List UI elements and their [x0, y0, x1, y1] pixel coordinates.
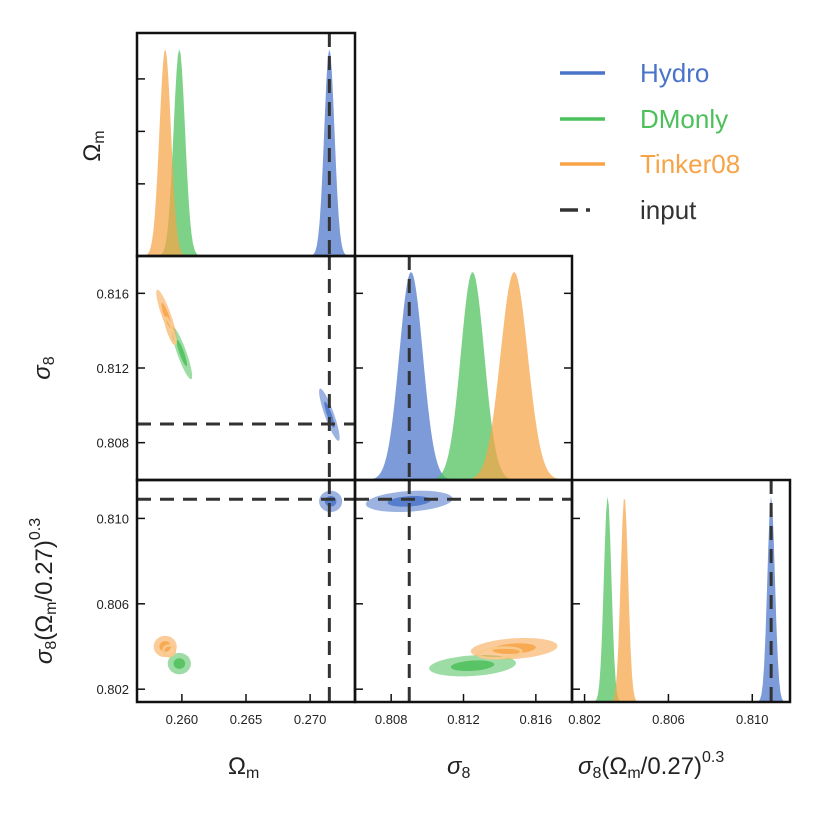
marginal-s8om-hydro — [572, 496, 790, 702]
svg-text:σ8(Ωm/0.27)0.3: σ8(Ωm/0.27)0.3 — [27, 518, 60, 664]
ylabel-om: Ωm — [79, 130, 108, 161]
xtick-label-om-1: 0.265 — [230, 712, 263, 727]
legend-entry-hydro: Hydro — [560, 58, 709, 88]
contour-om_s8om-dmonly-1sigma — [173, 658, 186, 669]
ytick-label-s8-2: 0.816 — [96, 286, 129, 301]
xlabel-om: Ωm — [228, 753, 259, 782]
ytick-label-s8om-0: 0.802 — [96, 682, 129, 697]
ytick-label-s8-1: 0.812 — [96, 361, 129, 376]
contour-om_s8-tinker08-outline — [163, 316, 177, 346]
ticks: 0.260 0.265 0.270 0.808 0.812 0.816 0.802 0.806… — [96, 78, 769, 727]
marginal-s8om-dmonly — [572, 496, 790, 702]
marginal-om-hydro — [137, 49, 355, 256]
ylabel-s8: σ8 — [29, 356, 58, 379]
contour-om_s8-hydro-1sigma — [324, 401, 335, 428]
svg-text:σ8: σ8 — [447, 753, 470, 782]
contour-om_s8om-tinker08-outline — [162, 644, 177, 658]
xtick-label-s8om-0: 0.802 — [568, 712, 601, 727]
ytick-label-s8om-1: 0.806 — [96, 597, 129, 612]
marginal-s8om — [572, 480, 790, 702]
xtick-label-om-2: 0.270 — [294, 712, 327, 727]
xtick-label-s8-1: 0.812 — [447, 712, 480, 727]
svg-text:Ωm: Ωm — [79, 130, 108, 161]
marginal-om-dmonly — [137, 49, 355, 256]
marginal-s8-tinker08 — [355, 272, 572, 480]
legend-label-tinker08: Tinker08 — [640, 149, 740, 179]
contour-om_s8-dmonly-1sigma — [176, 340, 188, 367]
marginal-s8-dmonly — [355, 272, 572, 480]
legend-label-dmonly: DMonly — [640, 104, 728, 134]
panels — [137, 33, 790, 702]
svg-text:σ8: σ8 — [29, 356, 58, 379]
legend-label-input: input — [640, 195, 697, 225]
marginal-s8om-tinker08 — [572, 498, 790, 702]
svg-text:Ωm: Ωm — [228, 753, 259, 782]
xtick-label-om-0: 0.260 — [166, 712, 199, 727]
legend-entry-tinker08: Tinker08 — [560, 149, 740, 179]
legend-entry-input: input — [560, 195, 697, 225]
ytick-label-s8-0: 0.808 — [96, 436, 129, 451]
xlabel-s8om: σ8(Ωm/0.27)0.3 — [578, 749, 724, 782]
legend-entry-dmonly: DMonly — [560, 104, 728, 134]
xtick-label-s8-2: 0.816 — [520, 712, 553, 727]
xtick-label-s8om-1: 0.806 — [652, 712, 685, 727]
xtick-label-s8-0: 0.808 — [375, 712, 408, 727]
xtick-label-s8om-2: 0.810 — [736, 712, 769, 727]
contour-s8_s8om-dmonly-1sigma — [450, 660, 495, 672]
legend-label-hydro: Hydro — [640, 58, 709, 88]
ytick-label-s8om-2: 0.810 — [96, 511, 129, 526]
contours-om_s8 — [137, 256, 355, 480]
ylabel-s8om: σ8(Ωm/0.27)0.3 — [27, 518, 60, 664]
xlabel-s8: σ8 — [447, 753, 470, 782]
contour-s8_s8om-hydro-1sigma — [387, 496, 431, 507]
marginal-om-tinker08 — [137, 49, 355, 256]
contours-s8_s8om — [355, 480, 572, 702]
contours-om_s8om — [137, 480, 355, 702]
panel-frame-0-1 — [135, 254, 357, 482]
panel-frame-2-2 — [570, 478, 792, 704]
marginal-om — [137, 33, 355, 256]
marginal-s8 — [355, 256, 572, 480]
contour-s8_s8om-tinker08-outline — [476, 646, 523, 660]
svg-text:σ8(Ωm/0.27)0.3: σ8(Ωm/0.27)0.3 — [578, 749, 724, 782]
legend: Hydro DMonly Tinker08 input — [560, 58, 740, 225]
